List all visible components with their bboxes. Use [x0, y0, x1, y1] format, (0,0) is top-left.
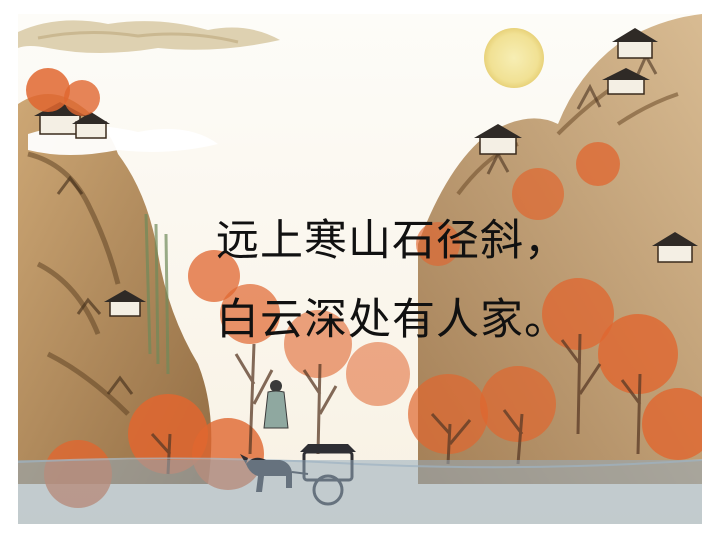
poem-line-1: 远上寒山石径斜， [216, 220, 656, 263]
poem-line-2: 白云深处有人家。 [216, 299, 656, 342]
moon-icon [484, 28, 544, 88]
poem: 远上寒山石径斜， 白云深处有人家。 [216, 220, 656, 342]
illustration: 远上寒山石径斜， 白云深处有人家。 [18, 14, 702, 524]
mist-band [18, 460, 702, 524]
